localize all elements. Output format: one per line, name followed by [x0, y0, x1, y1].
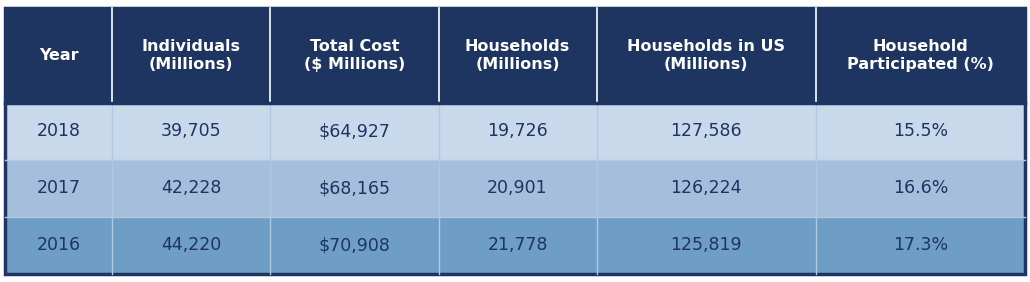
Text: 15.5%: 15.5%	[893, 122, 948, 140]
Bar	[5, 103, 112, 160]
Text: 19,726: 19,726	[487, 122, 548, 140]
Bar	[270, 160, 439, 217]
Text: Individuals
(Millions): Individuals (Millions)	[142, 39, 241, 72]
Text: 2018: 2018	[37, 122, 80, 140]
Bar	[439, 217, 596, 274]
Bar	[112, 217, 270, 274]
Bar	[816, 160, 1025, 217]
Text: 44,220: 44,220	[161, 236, 221, 254]
Text: 21,778: 21,778	[487, 236, 548, 254]
Bar	[112, 103, 270, 160]
Text: 126,224: 126,224	[671, 179, 742, 197]
Text: Household
Participated (%): Household Participated (%)	[847, 39, 994, 72]
Bar	[112, 8, 270, 103]
Text: Households in US
(Millions): Households in US (Millions)	[627, 39, 785, 72]
Bar	[596, 160, 816, 217]
Bar	[596, 217, 816, 274]
Text: 2017: 2017	[37, 179, 80, 197]
Text: $68,165: $68,165	[318, 179, 390, 197]
Bar	[816, 103, 1025, 160]
Text: 39,705: 39,705	[161, 122, 221, 140]
Bar	[816, 217, 1025, 274]
Text: 2016: 2016	[37, 236, 80, 254]
Text: Total Cost
($ Millions): Total Cost ($ Millions)	[304, 39, 405, 72]
Bar	[5, 8, 112, 103]
Text: 125,819: 125,819	[671, 236, 742, 254]
Bar	[439, 8, 596, 103]
Text: Year: Year	[39, 48, 78, 63]
Bar	[270, 217, 439, 274]
Bar	[112, 160, 270, 217]
Text: 42,228: 42,228	[161, 179, 221, 197]
Text: 127,586: 127,586	[671, 122, 742, 140]
Bar	[439, 103, 596, 160]
Bar	[816, 8, 1025, 103]
Bar	[5, 160, 112, 217]
Bar	[5, 217, 112, 274]
Text: Households
(Millions): Households (Millions)	[465, 39, 571, 72]
Text: $64,927: $64,927	[318, 122, 390, 140]
Bar	[596, 103, 816, 160]
Text: 16.6%: 16.6%	[893, 179, 948, 197]
Bar	[439, 160, 596, 217]
Text: 17.3%: 17.3%	[893, 236, 948, 254]
Text: $70,908: $70,908	[318, 236, 390, 254]
Bar	[596, 8, 816, 103]
Bar	[270, 103, 439, 160]
Bar	[270, 8, 439, 103]
Text: 20,901: 20,901	[487, 179, 548, 197]
